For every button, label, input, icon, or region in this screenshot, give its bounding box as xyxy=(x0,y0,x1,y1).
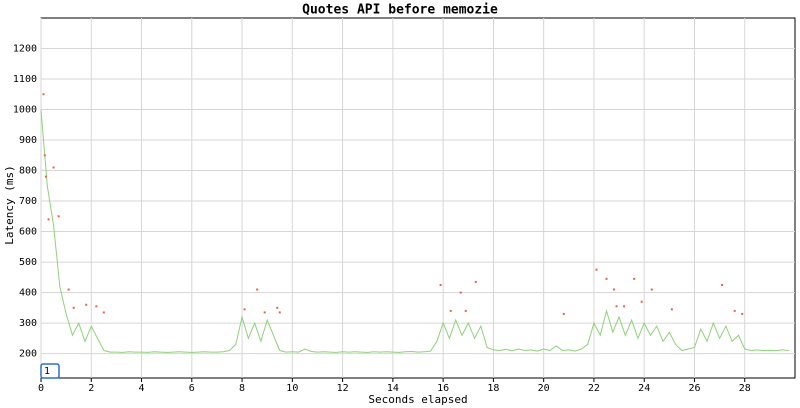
y-tick-label: 500 xyxy=(19,257,37,268)
x-tick-label: 14 xyxy=(387,383,399,394)
error-point xyxy=(95,305,98,308)
error-point xyxy=(47,218,50,221)
error-point xyxy=(562,312,565,315)
error-point xyxy=(439,283,442,286)
range-input-value[interactable]: 1 xyxy=(44,366,50,377)
x-tick-label: 12 xyxy=(337,383,349,394)
error-point xyxy=(721,283,724,286)
latency-line xyxy=(40,109,789,353)
x-tick-label: 8 xyxy=(239,383,245,394)
x-tick-label: 26 xyxy=(688,383,700,394)
error-point xyxy=(474,280,477,283)
error-point xyxy=(595,268,598,271)
error-point xyxy=(57,215,60,218)
error-point xyxy=(85,303,88,306)
y-axis-label: Latency (ms) xyxy=(3,165,16,244)
error-point xyxy=(278,311,281,314)
y-tick-label: 400 xyxy=(19,288,37,299)
chart-title: Quotes API before memozie xyxy=(302,3,498,18)
x-tick-label: 0 xyxy=(38,383,44,394)
error-point xyxy=(605,277,608,280)
y-tick-label: 1200 xyxy=(13,44,37,55)
error-point xyxy=(464,309,467,312)
y-tick-label: 600 xyxy=(19,227,37,238)
x-tick-label: 22 xyxy=(588,383,600,394)
x-tick-label: 10 xyxy=(286,383,298,394)
x-tick-label: 28 xyxy=(739,383,751,394)
error-point xyxy=(276,306,279,309)
x-tick-label: 18 xyxy=(487,383,499,394)
error-point xyxy=(670,308,673,311)
range-input[interactable] xyxy=(40,363,60,379)
error-point xyxy=(52,166,55,169)
error-point xyxy=(449,309,452,312)
error-point xyxy=(43,154,46,157)
error-point xyxy=(263,311,266,314)
x-tick-label: 24 xyxy=(638,383,650,394)
x-tick-label: 16 xyxy=(437,383,449,394)
x-axis-label: Seconds elapsed xyxy=(368,393,467,406)
error-point xyxy=(650,288,653,291)
error-point xyxy=(45,175,48,178)
error-point xyxy=(733,309,736,312)
y-tick-label: 300 xyxy=(19,318,37,329)
y-tick-label: 1100 xyxy=(13,74,37,85)
error-point xyxy=(640,300,643,303)
error-point xyxy=(243,308,246,311)
error-point xyxy=(623,305,626,308)
y-tick-label: 900 xyxy=(19,135,37,146)
error-point xyxy=(67,288,70,291)
y-tick-label: 800 xyxy=(19,166,37,177)
error-point xyxy=(613,288,616,291)
y-tick-label: 200 xyxy=(19,349,37,360)
y-tick-label: 1000 xyxy=(13,105,37,116)
error-point xyxy=(615,305,618,308)
error-point xyxy=(72,306,75,309)
x-tick-label: 6 xyxy=(189,383,195,394)
plot-area xyxy=(40,17,796,379)
error-point xyxy=(42,93,45,96)
error-point xyxy=(633,277,636,280)
x-tick-label: 20 xyxy=(538,383,550,394)
error-point xyxy=(741,312,744,315)
error-point xyxy=(102,311,105,314)
error-point xyxy=(459,291,462,294)
y-tick-label: 700 xyxy=(19,196,37,207)
x-tick-label: 2 xyxy=(88,383,94,394)
x-tick-label: 4 xyxy=(139,383,145,394)
error-point xyxy=(256,288,259,291)
